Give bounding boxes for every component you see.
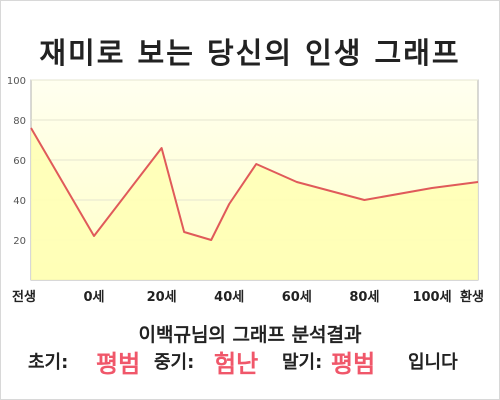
x-tick-label: 40세 (214, 290, 244, 305)
middle-value: 험난 (214, 350, 259, 378)
early-label: 초기: (28, 352, 69, 373)
y-tick-label: 80 (13, 116, 26, 127)
x-tick-label: 80세 (349, 290, 379, 305)
middle-label: 중기: (154, 352, 195, 373)
x-tick-label: 20세 (147, 290, 177, 305)
x-axis-ticks: 전생 0세 20세 40세 60세 80세 100세 환생 (12, 289, 484, 305)
x-tick-label: 60세 (282, 290, 312, 305)
y-tick-label: 100 (7, 76, 26, 87)
area-fill (31, 128, 478, 280)
series-line (30, 127, 479, 241)
x-tick-label: 100세 (412, 290, 451, 305)
page-title: 재미로 보는 당신의 인생 그래프 (39, 36, 461, 70)
late-value: 평범 (331, 350, 376, 378)
y-tick-label: 40 (13, 196, 26, 207)
y-tick-label: 20 (13, 236, 26, 247)
x-tick-label: 0세 (83, 290, 104, 305)
y-tick-label: 60 (13, 156, 26, 167)
x-tick-label: 전생 (12, 289, 36, 305)
y-axis-ticks: 20 40 60 80 100 (7, 76, 26, 247)
analysis-title: 이백규님의 그래프 분석결과 (138, 324, 362, 346)
x-tick-label: 환생 (460, 289, 484, 305)
early-value: 평범 (96, 350, 141, 378)
late-label: 말기: (282, 352, 323, 373)
ending-text: 입니다 (408, 352, 458, 373)
